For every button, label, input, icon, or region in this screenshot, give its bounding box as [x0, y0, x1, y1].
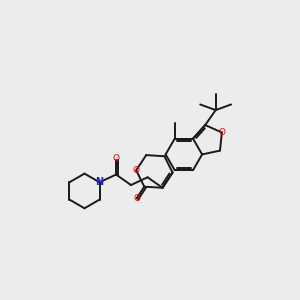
Text: O: O	[112, 154, 120, 163]
Text: O: O	[219, 128, 226, 137]
Text: O: O	[133, 194, 140, 203]
Text: O: O	[133, 166, 140, 175]
Text: N: N	[95, 177, 103, 187]
